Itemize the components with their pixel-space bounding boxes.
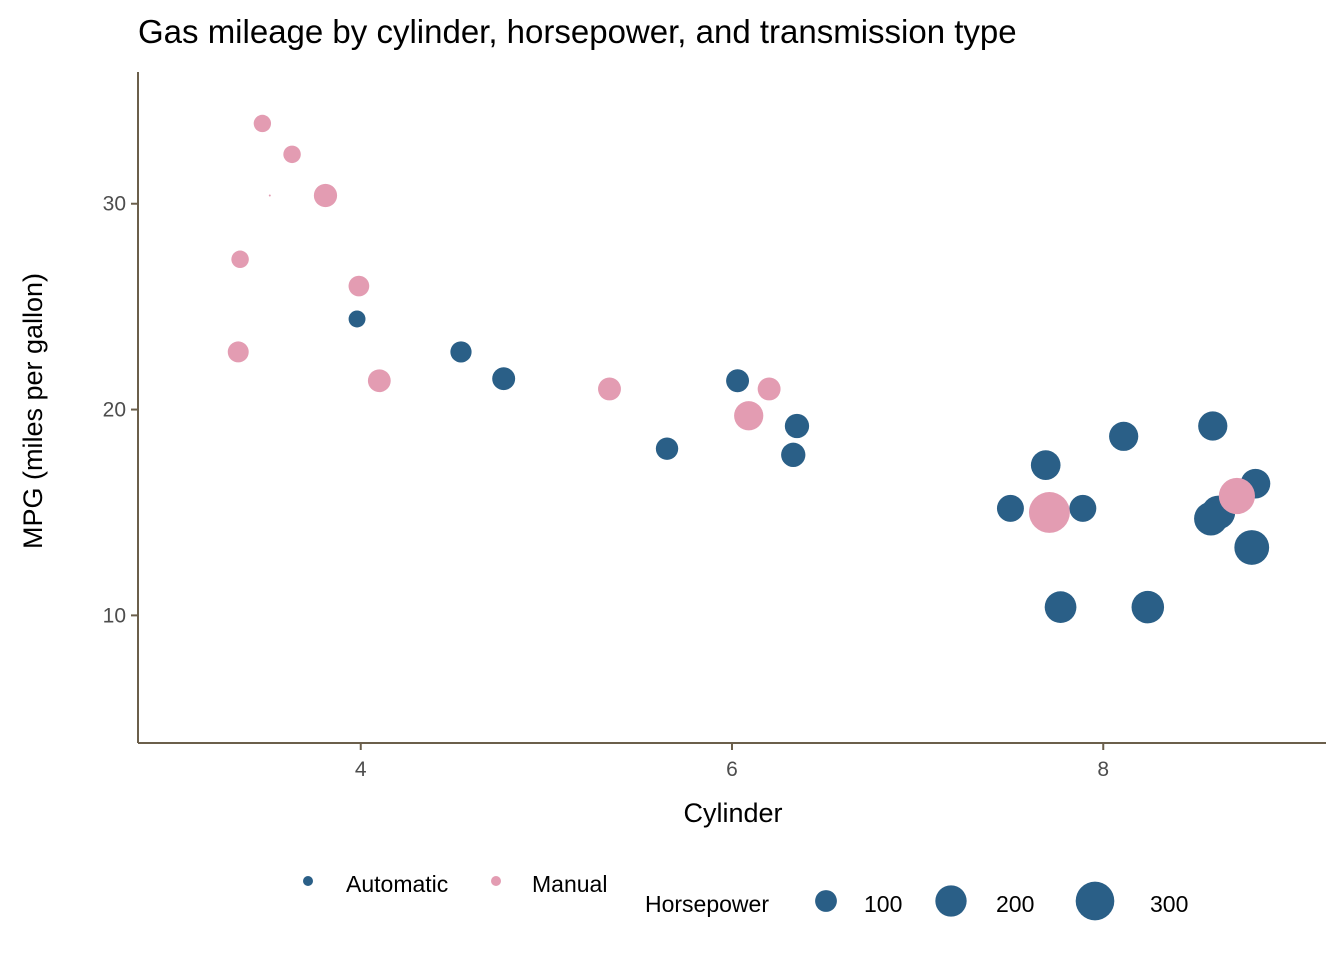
size-legend-key (1075, 881, 1115, 921)
x-axis-title: Cylinder (683, 798, 782, 828)
manual-point (313, 183, 338, 208)
y-axis-ticks: 10 20 30 (103, 193, 138, 627)
legend: Automatic Manual Horsepower 100 200 300 (303, 871, 1188, 921)
manual-point (283, 145, 301, 164)
legend-label-manual: Manual (532, 871, 607, 897)
manual-point (348, 275, 370, 297)
automatic-point (784, 413, 810, 439)
legend-key-manual (491, 876, 501, 886)
size-legend-label: 200 (996, 891, 1034, 917)
automatic-point (348, 310, 366, 328)
automatic-point (996, 494, 1024, 522)
size-legend-label: 100 (864, 891, 902, 917)
points-layer (227, 114, 1271, 624)
legend-key-automatic (303, 876, 313, 886)
automatic-point (781, 442, 806, 467)
manual-point (231, 250, 249, 269)
manual-point (734, 401, 764, 431)
size-legend-label: 300 (1150, 891, 1188, 917)
y-tick-label: 20 (103, 399, 126, 422)
automatic-point (655, 437, 679, 460)
automatic-point (1234, 530, 1270, 565)
size-legend-key (815, 890, 837, 912)
automatic-point (1194, 501, 1228, 536)
automatic-point (726, 369, 750, 393)
automatic-point (1069, 494, 1097, 522)
automatic-point (1198, 411, 1228, 441)
x-axis-ticks: 4 6 8 (355, 743, 1109, 781)
manual-point (757, 377, 781, 401)
manual-point (598, 377, 621, 401)
automatic-point (492, 367, 516, 391)
automatic-point (450, 341, 472, 363)
automatic-point (1030, 450, 1061, 480)
manual-point (227, 341, 249, 363)
x-tick-label: 6 (726, 758, 738, 781)
y-tick-label: 30 (103, 193, 126, 216)
y-tick-label: 10 (103, 604, 126, 627)
legend-label-automatic: Automatic (346, 871, 448, 897)
manual-point (253, 114, 272, 133)
manual-point (367, 369, 391, 393)
x-tick-label: 4 (355, 758, 367, 781)
automatic-point (1044, 591, 1077, 624)
manual-point (268, 194, 271, 197)
chart-title: Gas mileage by cylinder, horsepower, and… (138, 13, 1017, 50)
automatic-point (1109, 421, 1139, 451)
size-legend: Horsepower 100 200 300 (645, 881, 1188, 921)
size-legend-title: Horsepower (645, 891, 769, 917)
y-axis-title: MPG (miles per gallon) (18, 273, 48, 549)
manual-point (1028, 492, 1070, 533)
color-legend: Automatic Manual (303, 871, 607, 897)
x-tick-label: 8 (1097, 758, 1109, 781)
size-legend-key (935, 885, 967, 917)
automatic-point (1131, 590, 1165, 624)
manual-point (1218, 477, 1255, 515)
